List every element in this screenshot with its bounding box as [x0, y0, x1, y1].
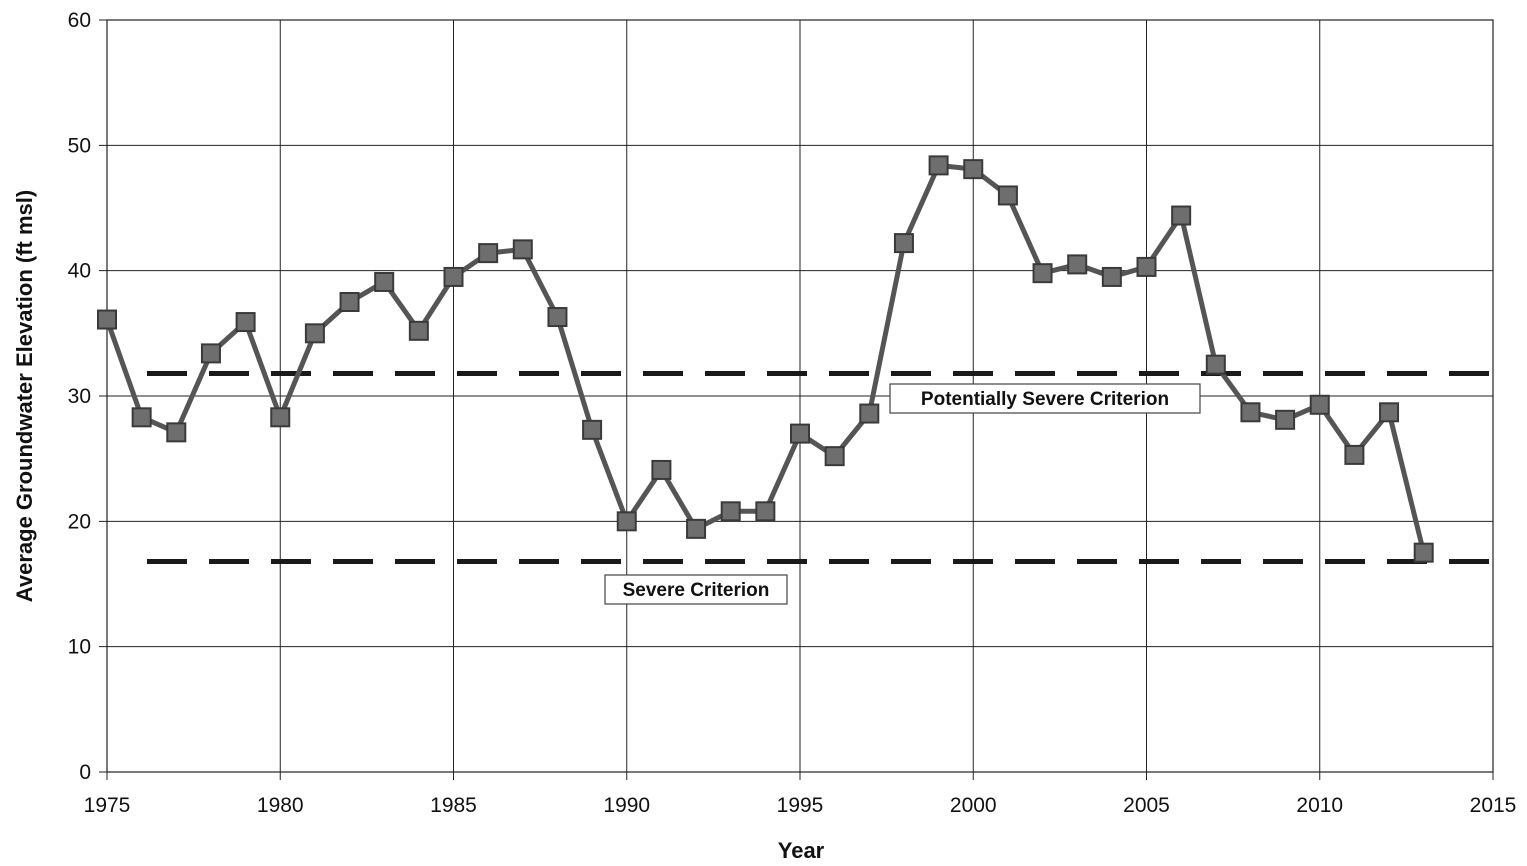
y-tick-label: 40	[68, 260, 91, 283]
series-line	[104, 162, 1427, 554]
data-point-marker	[270, 407, 291, 428]
x-tick-label: 2010	[1296, 794, 1343, 817]
data-point-marker	[651, 459, 672, 480]
data-point-marker	[616, 511, 637, 532]
y-axis-title: Average Groundwater Elevation (ft msl)	[12, 190, 37, 602]
plot-frame	[106, 19, 1494, 773]
x-tick-label: 1980	[257, 794, 304, 817]
data-point-marker	[582, 419, 603, 440]
x-axis-title: Year	[778, 838, 825, 863]
y-tick-label: 60	[68, 9, 91, 32]
y-tick-label: 20	[68, 510, 91, 533]
x-tick-label: 1985	[430, 794, 477, 817]
data-point-marker	[1275, 409, 1296, 430]
data-point-marker	[339, 292, 360, 312]
x-tick-label: 2005	[1123, 794, 1170, 817]
data-point-marker	[478, 243, 499, 264]
data-point-marker	[686, 518, 707, 539]
data-point-marker	[1067, 254, 1088, 275]
potentially-severe-criterion-label-box	[889, 383, 1201, 414]
x-tick-label: 2000	[950, 794, 997, 817]
data-point-marker	[963, 159, 984, 180]
x-tick-label: 2015	[1470, 794, 1517, 817]
data-point-marker	[1171, 205, 1192, 226]
data-point-marker	[720, 501, 741, 522]
criteria-layer	[147, 370, 1493, 564]
data-point-marker	[131, 407, 152, 428]
data-point-marker	[374, 271, 395, 292]
data-point-marker	[1413, 542, 1434, 563]
data-point-marker	[790, 423, 810, 444]
data-point-marker	[443, 266, 464, 287]
y-tick-label: 50	[68, 134, 91, 157]
data-point-marker	[893, 233, 914, 254]
tick-label-layer: 1975 1980 1985 1990 1995 2000 2005 2010 2015 0 10 2…	[68, 9, 1517, 817]
severe-criterion-label: Severe Criterion	[623, 580, 770, 601]
data-point-marker	[1240, 402, 1261, 423]
data-point-marker	[235, 312, 256, 333]
potentially-severe-criterion-label: Potentially Severe Criterion	[921, 389, 1169, 410]
data-point-marker	[859, 403, 880, 424]
x-tick-label: 1975	[84, 794, 131, 817]
data-point-marker	[1136, 256, 1157, 277]
data-point-marker	[1205, 354, 1226, 375]
x-tick-label: 1990	[603, 794, 650, 817]
data-point-marker	[97, 309, 117, 330]
grid-layer	[99, 19, 1494, 780]
data-point-marker	[1032, 263, 1053, 284]
y-tick-label: 10	[68, 636, 91, 659]
data-point-marker	[997, 185, 1018, 206]
annotation-layer: Potentially Severe Criterion Severe Crite…	[604, 383, 1201, 605]
data-point-marker	[1101, 266, 1122, 287]
data-point-marker	[755, 501, 776, 522]
data-point-marker	[1379, 402, 1400, 423]
y-tick-label: 30	[68, 385, 91, 408]
data-point-marker	[928, 155, 949, 176]
data-point-marker	[512, 239, 533, 260]
series-layer	[97, 155, 1434, 563]
y-tick-label: 0	[79, 761, 91, 784]
data-point-marker	[166, 422, 187, 443]
data-point-marker	[1309, 394, 1330, 415]
x-tick-label: 1995	[777, 794, 824, 817]
data-point-marker	[547, 307, 568, 328]
data-point-marker	[1344, 444, 1365, 465]
severe-criterion-label-box	[604, 574, 788, 605]
data-point-marker	[824, 446, 845, 467]
data-point-marker	[200, 343, 221, 364]
data-point-marker	[304, 323, 325, 344]
data-point-marker	[408, 320, 429, 341]
